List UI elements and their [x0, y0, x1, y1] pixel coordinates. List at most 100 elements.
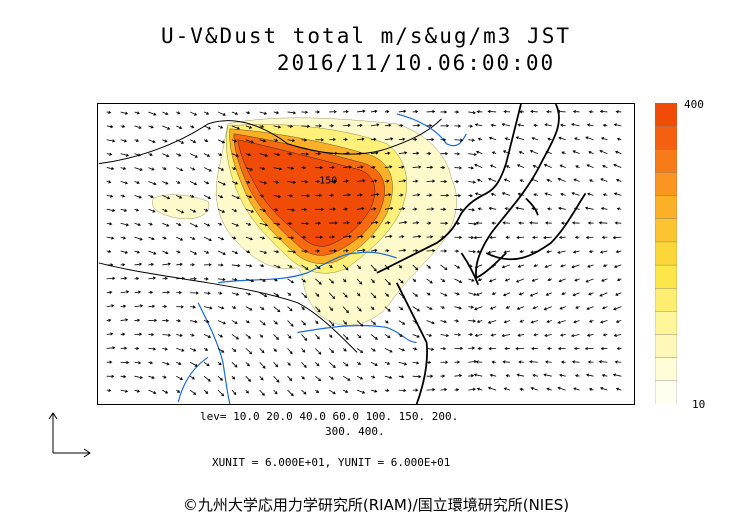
wind-arrow: [546, 250, 552, 254]
wind-arrow: [546, 110, 552, 114]
wind-arrow: [134, 389, 141, 393]
wind-arrow: [148, 290, 154, 295]
wind-arrow: [203, 347, 209, 351]
wind-arrow: [203, 153, 211, 157]
wind-arrow: [412, 221, 420, 225]
wind-arrow: [190, 111, 198, 116]
wind-arrow: [599, 250, 608, 254]
wind-arrow: [474, 192, 483, 196]
legend-color-band: [655, 334, 677, 359]
wind-arrow: [301, 348, 306, 353]
wind-arrow: [412, 151, 420, 155]
wind-arrow: [231, 208, 238, 212]
wind-arrow: [259, 334, 264, 338]
wind-arrow: [477, 278, 483, 282]
wind-arrow: [162, 181, 169, 185]
wind-arrow: [301, 152, 310, 156]
wind-arrow: [273, 264, 281, 269]
wind-arrow: [217, 389, 225, 397]
wind-arrow: [543, 306, 552, 311]
wind-arrow: [370, 109, 378, 113]
wind-arrow: [189, 153, 199, 158]
wind-arrow: [106, 236, 115, 240]
wind-arrow: [517, 123, 525, 127]
wind-arrow: [614, 221, 622, 225]
wind-arrow: [120, 222, 130, 227]
wind-arrow: [384, 221, 391, 225]
wind-arrow: [342, 348, 347, 352]
reference-vector: [48, 412, 91, 458]
wind-arrow: [189, 167, 196, 171]
wind-arrow: [398, 137, 406, 141]
wind-arrow: [517, 192, 525, 196]
wind-arrow: [477, 207, 483, 211]
wind-arrow: [412, 165, 422, 169]
wind-arrow: [329, 389, 336, 395]
wind-arrow: [612, 373, 622, 377]
wind-arrow: [342, 389, 349, 393]
wind-arrow: [162, 304, 168, 309]
wind-arrow: [134, 276, 140, 281]
wind-arrow: [245, 236, 254, 241]
wind-arrow: [398, 347, 406, 352]
wind-arrow: [106, 374, 115, 379]
wind-arrow: [600, 346, 608, 351]
rivers: [177, 113, 467, 404]
wind-arrow: [120, 290, 130, 294]
wind-arrow: [615, 110, 622, 114]
wind-arrow: [370, 320, 377, 325]
wind-arrow: [473, 373, 483, 377]
wind-arrow: [203, 389, 209, 394]
legend-min-label: 10: [692, 398, 706, 411]
wind-arrow: [106, 194, 114, 198]
wind-arrow: [231, 348, 237, 352]
wind-arrow: [357, 207, 365, 211]
wind-arrow: [134, 208, 140, 212]
wind-arrow: [412, 388, 419, 392]
wind-arrow: [588, 249, 594, 254]
wind-arrow: [231, 166, 237, 170]
wind-arrow: [384, 206, 394, 210]
wind-arrow: [148, 276, 157, 280]
wind-arrow: [490, 123, 497, 127]
wind-arrow: [134, 318, 141, 322]
wind-arrow: [532, 373, 538, 378]
wind-arrow: [599, 320, 608, 324]
wind-arrow: [301, 194, 311, 198]
wind-arrow: [370, 361, 378, 366]
wind-arrow: [412, 292, 419, 297]
wind-arrow: [571, 264, 580, 269]
wind-arrow: [134, 290, 142, 294]
wind-arrow: [384, 165, 393, 169]
wind-arrow: [543, 235, 552, 240]
wind-arrow: [561, 292, 566, 296]
wind-arrow: [454, 333, 462, 337]
wind-arrow: [599, 292, 608, 297]
wind-arrow: [301, 292, 308, 299]
wind-arrow: [343, 193, 351, 197]
wind-arrow: [505, 374, 511, 378]
wind-arrow: [556, 109, 566, 114]
wind-arrow: [601, 235, 608, 239]
wind-arrow: [176, 333, 183, 337]
wind-arrow: [454, 179, 460, 184]
wind-arrow: [487, 386, 497, 391]
wind-arrow: [573, 207, 580, 211]
wind-arrow: [357, 137, 365, 141]
wind-arrow: [468, 208, 476, 212]
wind-arrow: [488, 136, 497, 141]
dust-region-red: [237, 139, 376, 247]
wind-arrow: [217, 181, 226, 186]
wind-arrow: [189, 389, 197, 395]
wind-arrow: [545, 360, 552, 364]
wind-arrow: [426, 221, 432, 225]
wind-arrow: [189, 361, 198, 367]
wind-arrow: [329, 193, 334, 197]
wind-arrow: [259, 250, 268, 254]
wind-arrow: [602, 264, 608, 268]
wind-arrow: [412, 234, 422, 239]
wind-arrow: [148, 262, 155, 267]
wind-arrow: [162, 195, 171, 200]
wind-arrow: [176, 139, 185, 144]
wind-arrow: [203, 334, 212, 338]
